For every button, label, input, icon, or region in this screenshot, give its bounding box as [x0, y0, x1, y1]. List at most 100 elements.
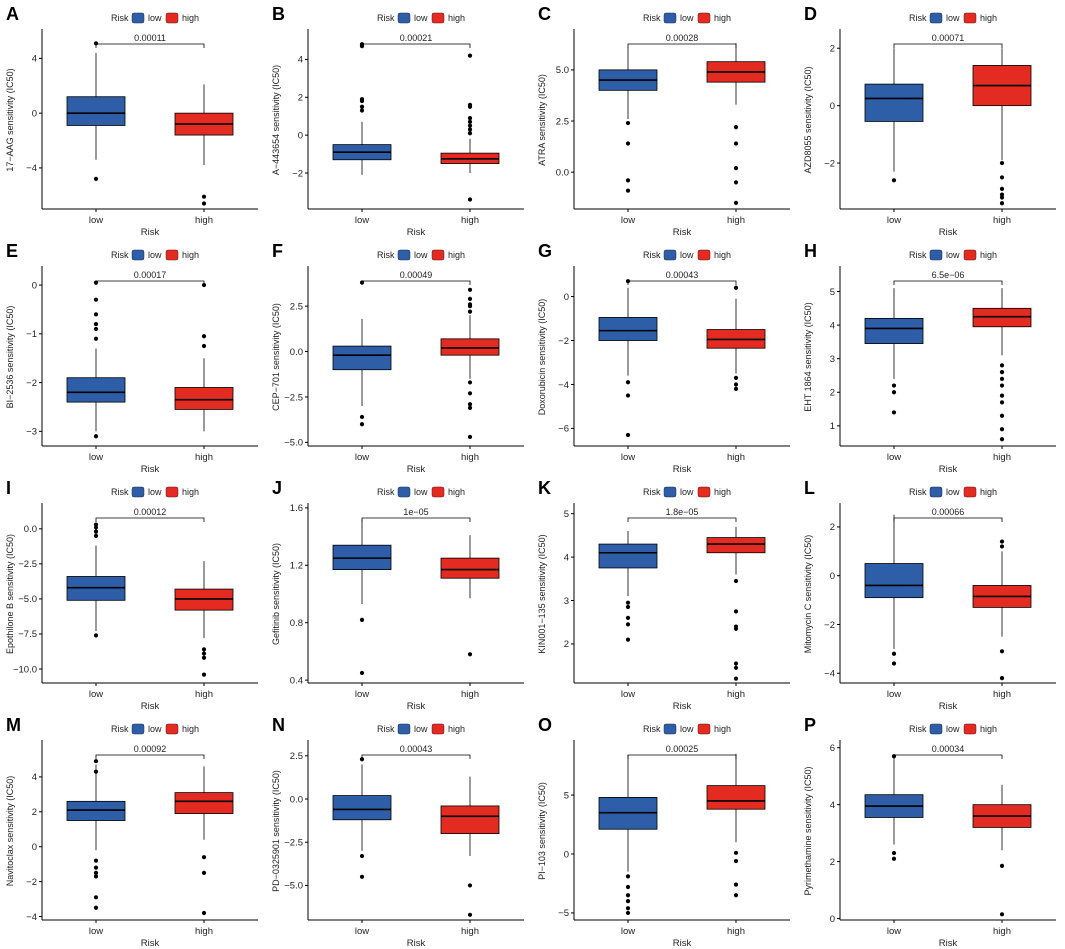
legend-title: Risk	[377, 250, 395, 260]
legend-swatch-low	[929, 486, 943, 498]
x-tick-label: high	[993, 926, 1011, 937]
outlier-point	[999, 400, 1005, 405]
box-iqr	[864, 317, 924, 344]
outlier-point	[467, 380, 473, 385]
legend-label-low: low	[680, 724, 694, 734]
box-low	[864, 288, 924, 415]
outlier-point	[733, 850, 739, 855]
box-low	[864, 48, 924, 183]
panel-d: D Risk low high −2 0 2 low high Risk AZD8055 sensi…	[803, 4, 1056, 238]
legend-swatch-low	[663, 12, 677, 24]
y-axis-title: 17−AAG sensitivity (IC50)	[5, 68, 15, 171]
x-tick-label: low	[89, 689, 103, 700]
outlier-point	[201, 655, 207, 660]
x-tick-label: high	[461, 926, 479, 937]
outlier-point	[467, 131, 473, 136]
legend-swatch-high	[165, 723, 179, 735]
box-high	[440, 535, 500, 657]
p-value: 0.00011	[134, 33, 166, 43]
box-iqr	[66, 96, 126, 126]
box-iqr	[440, 338, 500, 356]
legend-label-high: high	[714, 13, 731, 23]
y-axis-title: PD−0325901 sensitivity (IC50)	[271, 770, 281, 892]
box-low	[864, 514, 924, 666]
panel-letter: K	[538, 478, 551, 498]
significance-bracket	[893, 517, 1003, 522]
x-tick-label: high	[727, 926, 745, 937]
box-low	[332, 757, 392, 879]
panel-letter: A	[6, 4, 19, 24]
legend: Risk low high	[111, 12, 199, 24]
legend: Risk low high	[643, 12, 731, 24]
significance-bracket	[95, 754, 205, 759]
outlier-point	[467, 434, 473, 440]
legend-swatch-high	[697, 12, 711, 24]
legend-swatch-high	[165, 486, 179, 498]
outlier-point	[201, 870, 207, 875]
outlier-point	[625, 120, 631, 126]
legend-swatch-low	[663, 486, 677, 498]
outlier-point	[93, 280, 99, 285]
y-tick-label: 0.0	[24, 524, 37, 535]
legend: Risk low high	[377, 249, 465, 261]
y-tick-label: 0	[32, 280, 37, 291]
y-tick-label: 5.0	[556, 65, 569, 76]
p-value: 0.00043	[400, 744, 433, 754]
x-tick-label: low	[887, 452, 901, 463]
legend-swatch-low	[131, 486, 145, 498]
box-iqr	[864, 83, 924, 122]
p-value: 0.00049	[400, 270, 433, 280]
significance-bracket	[627, 517, 737, 522]
legend-swatch-high	[431, 486, 445, 498]
x-axis-title: Risk	[407, 464, 426, 475]
y-axis-title: Navitoclax sensitivity (IC50)	[5, 776, 15, 887]
outlier-point	[625, 906, 631, 911]
legend-label-high: high	[980, 13, 997, 23]
outlier-point	[999, 676, 1005, 681]
outlier-point	[467, 309, 473, 314]
outlier-point	[93, 874, 99, 879]
y-tick-label: −5.0	[284, 881, 303, 892]
box-high	[174, 84, 234, 206]
panel-letter: G	[538, 241, 552, 261]
x-tick-label: low	[887, 215, 901, 226]
legend-label-high: high	[182, 487, 199, 497]
outlier-point	[201, 910, 207, 916]
outlier-point	[625, 393, 631, 398]
outlier-point	[999, 376, 1005, 381]
significance-bracket	[361, 280, 471, 285]
outlier-point	[359, 108, 365, 113]
x-tick-label: low	[355, 215, 369, 226]
legend-title: Risk	[909, 724, 927, 734]
outlier-point	[733, 141, 739, 146]
y-tick-label: 2	[32, 807, 37, 818]
legend: Risk low high	[909, 12, 997, 24]
panel-o: O Risk low high −5 0 5 low high Risk PI−103 sensit…	[537, 715, 790, 949]
box-iqr	[706, 785, 766, 810]
box-low	[598, 47, 658, 193]
legend-title: Risk	[111, 13, 129, 23]
y-tick-label: 2.5	[556, 116, 569, 127]
legend-title: Risk	[377, 13, 395, 23]
outlier-point	[467, 296, 473, 301]
y-tick-label: 1.6	[290, 503, 303, 514]
y-tick-label: −2	[824, 620, 835, 631]
y-tick-label: 2	[830, 522, 835, 533]
x-tick-label: low	[621, 215, 635, 226]
box-iqr	[440, 557, 500, 579]
legend: Risk low high	[111, 723, 199, 735]
outlier-point	[93, 905, 99, 910]
box-iqr	[332, 345, 392, 371]
outlier-point	[625, 432, 631, 438]
legend-swatch-low	[131, 249, 145, 261]
outlier-point	[733, 661, 739, 666]
outlier-point	[201, 201, 207, 206]
outlier-point	[93, 529, 99, 534]
x-axis-title: Risk	[673, 701, 692, 712]
x-tick-label: high	[727, 689, 745, 700]
p-value: 0.00012	[134, 507, 167, 517]
outlier-point	[625, 884, 631, 890]
y-tick-label: 2.5	[290, 751, 303, 762]
outlier-point	[359, 422, 365, 427]
box-iqr	[66, 800, 126, 821]
